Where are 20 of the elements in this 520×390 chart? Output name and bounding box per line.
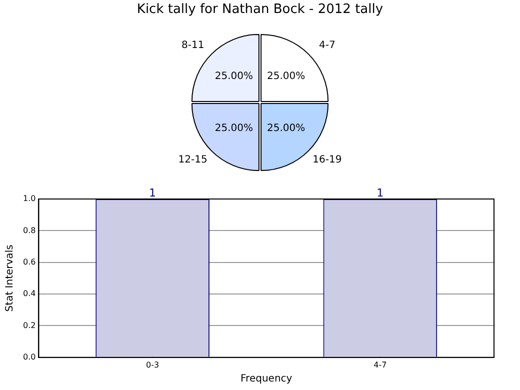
x-axis-title: Frequency [240,374,292,385]
data-label: 25.00% [214,123,254,134]
y-tick-label: 0.2 [22,320,36,330]
data-label: 25.00% [214,71,254,82]
data-label: 25.00% [266,123,306,134]
slice-label: 4-7 [319,40,336,51]
y-tick-label: 1.0 [22,194,36,204]
y-axis-title: Stat Intervals [4,244,16,312]
y-tick-label: 0.6 [22,257,36,266]
chart-title: Kick tally for Nathan Bock - 2012 tally [136,1,384,19]
y-tick-label: 0.8 [22,226,36,235]
slice-label: 16-19 [312,154,342,166]
y-tick-label: 0.4 [22,289,36,298]
y-tick-label: 0.0 [22,352,36,362]
data-label: 1 [376,186,384,200]
x-tick-label: 0-3 [146,360,160,370]
data-label: 25.00% [266,71,306,82]
slice-label: 12-15 [178,154,208,166]
data-label: 1 [149,186,156,200]
slice-label: 8-11 [181,40,204,51]
